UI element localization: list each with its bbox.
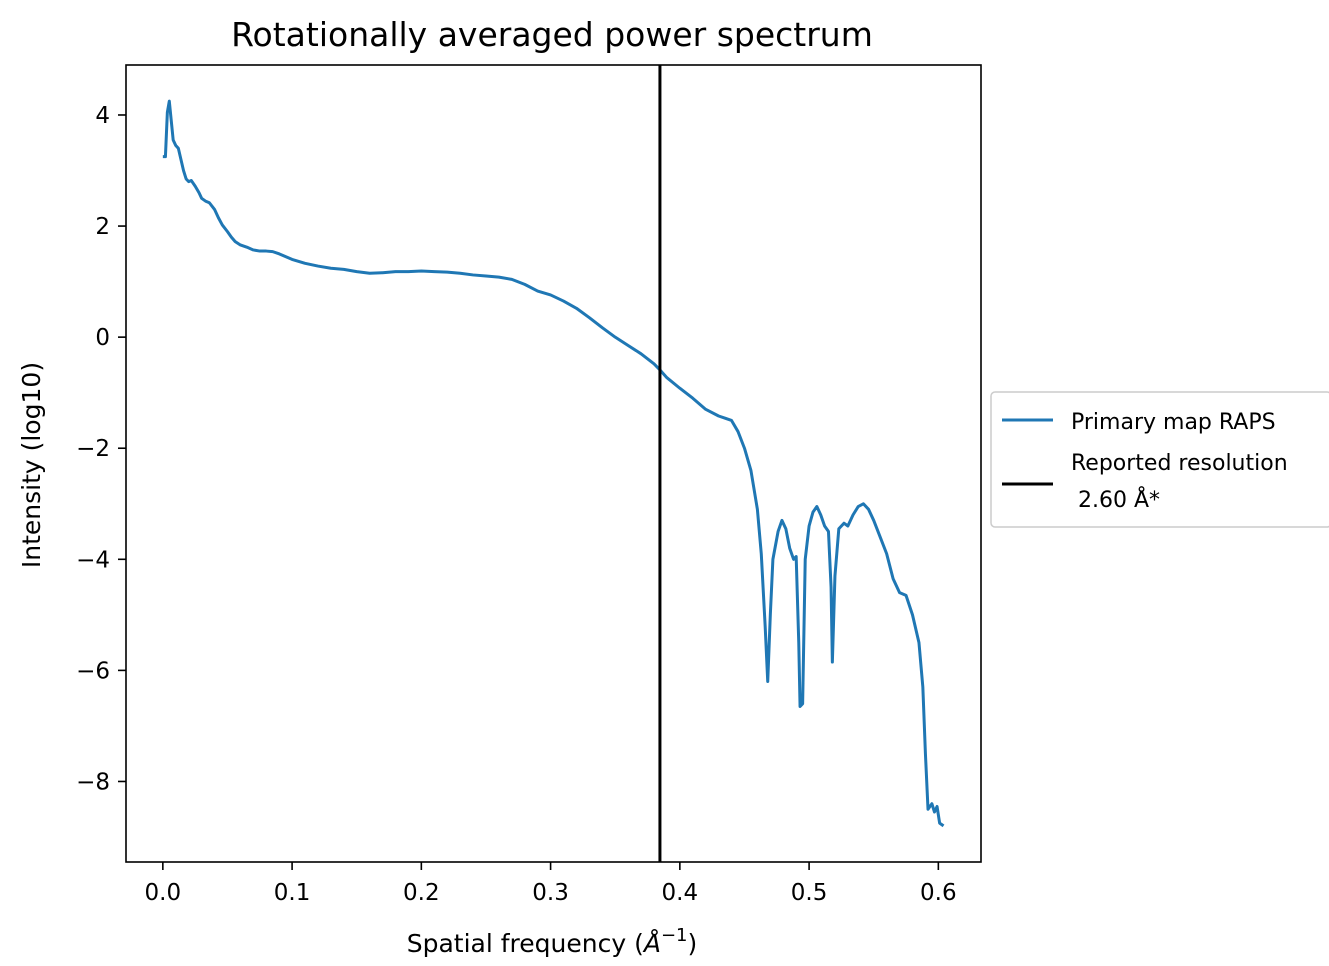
y-tick-label: −2 xyxy=(76,436,110,462)
x-tick-label: 0.0 xyxy=(145,880,182,906)
y-tick-label: −6 xyxy=(76,658,110,684)
x-tick-label: 0.5 xyxy=(791,880,828,906)
x-axis-ticks: 0.0 0.1 0.2 0.3 0.4 0.5 0.6 xyxy=(145,862,957,906)
legend-label-resolution-line2: 2.60 Å* xyxy=(1071,486,1160,513)
y-tick-label: 4 xyxy=(95,103,110,129)
legend-label-resolution-line1: Reported resolution xyxy=(1071,451,1288,476)
x-tick-label: 0.4 xyxy=(662,880,699,906)
x-axis-label-unit: Å xyxy=(642,929,661,958)
x-axis-label-main: Spatial frequency ( xyxy=(407,929,644,958)
legend: Primary map RAPS Reported resolution 2.6… xyxy=(990,391,1329,528)
plot-data-layer xyxy=(162,65,945,862)
chart-title: Rotationally averaged power spectrum xyxy=(231,15,873,54)
y-axis-label: Intensity (log10) xyxy=(17,362,46,568)
x-axis-label-close: ) xyxy=(688,929,698,958)
x-tick-label: 0.6 xyxy=(920,880,957,906)
x-axis-label-exponent: −1 xyxy=(661,925,688,946)
y-tick-label: 2 xyxy=(95,214,110,240)
x-tick-label: 0.2 xyxy=(403,880,440,906)
legend-label-raps: Primary map RAPS xyxy=(1071,410,1276,435)
x-axis-label: Spatial frequency (Å−1) xyxy=(407,925,698,958)
series-line-raps xyxy=(162,99,945,828)
x-tick-label: 0.1 xyxy=(274,880,311,906)
x-tick-label: 0.3 xyxy=(532,880,569,906)
axes-frame xyxy=(125,64,982,863)
y-axis-ticks: 4 2 0 −2 −4 −6 −8 xyxy=(76,103,126,795)
legend-box xyxy=(990,391,1329,528)
y-tick-label: −8 xyxy=(76,769,110,795)
y-tick-label: 0 xyxy=(95,325,110,351)
y-tick-label: −4 xyxy=(76,547,110,573)
